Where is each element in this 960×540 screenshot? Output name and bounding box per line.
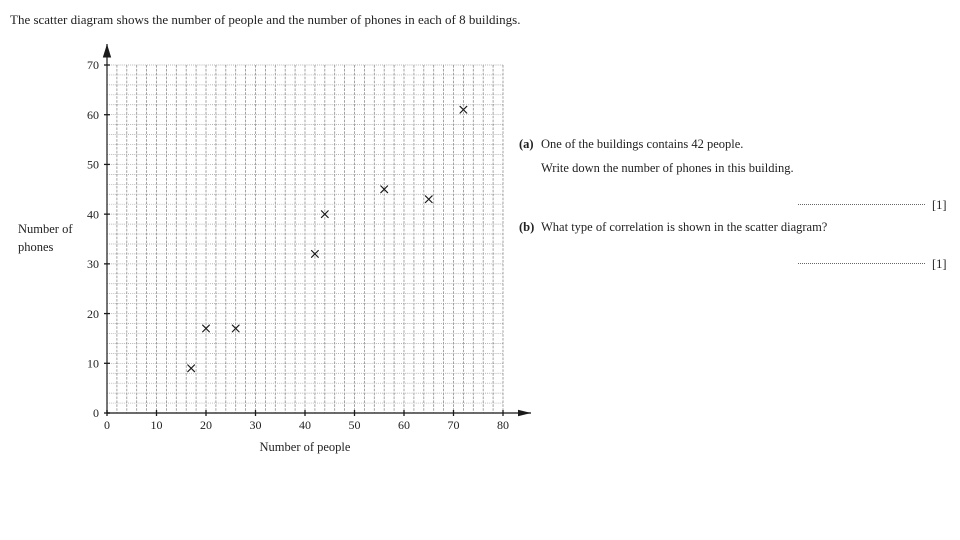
svg-text:0: 0: [104, 418, 110, 432]
svg-text:20: 20: [87, 307, 99, 321]
svg-text:Number of: Number of: [18, 222, 73, 236]
svg-text:40: 40: [299, 418, 311, 432]
svg-text:Number of people: Number of people: [260, 440, 351, 454]
svg-text:70: 70: [448, 418, 460, 432]
svg-text:30: 30: [250, 418, 262, 432]
svg-text:0: 0: [93, 406, 99, 420]
svg-text:50: 50: [349, 418, 361, 432]
svg-text:phones: phones: [18, 240, 54, 254]
svg-text:70: 70: [87, 58, 99, 72]
svg-text:20: 20: [200, 418, 212, 432]
svg-text:30: 30: [87, 257, 99, 271]
svg-text:10: 10: [151, 418, 163, 432]
svg-text:60: 60: [87, 108, 99, 122]
svg-text:10: 10: [87, 356, 99, 370]
svg-text:50: 50: [87, 158, 99, 172]
svg-text:60: 60: [398, 418, 410, 432]
svg-text:40: 40: [87, 207, 99, 221]
svg-text:80: 80: [497, 418, 509, 432]
